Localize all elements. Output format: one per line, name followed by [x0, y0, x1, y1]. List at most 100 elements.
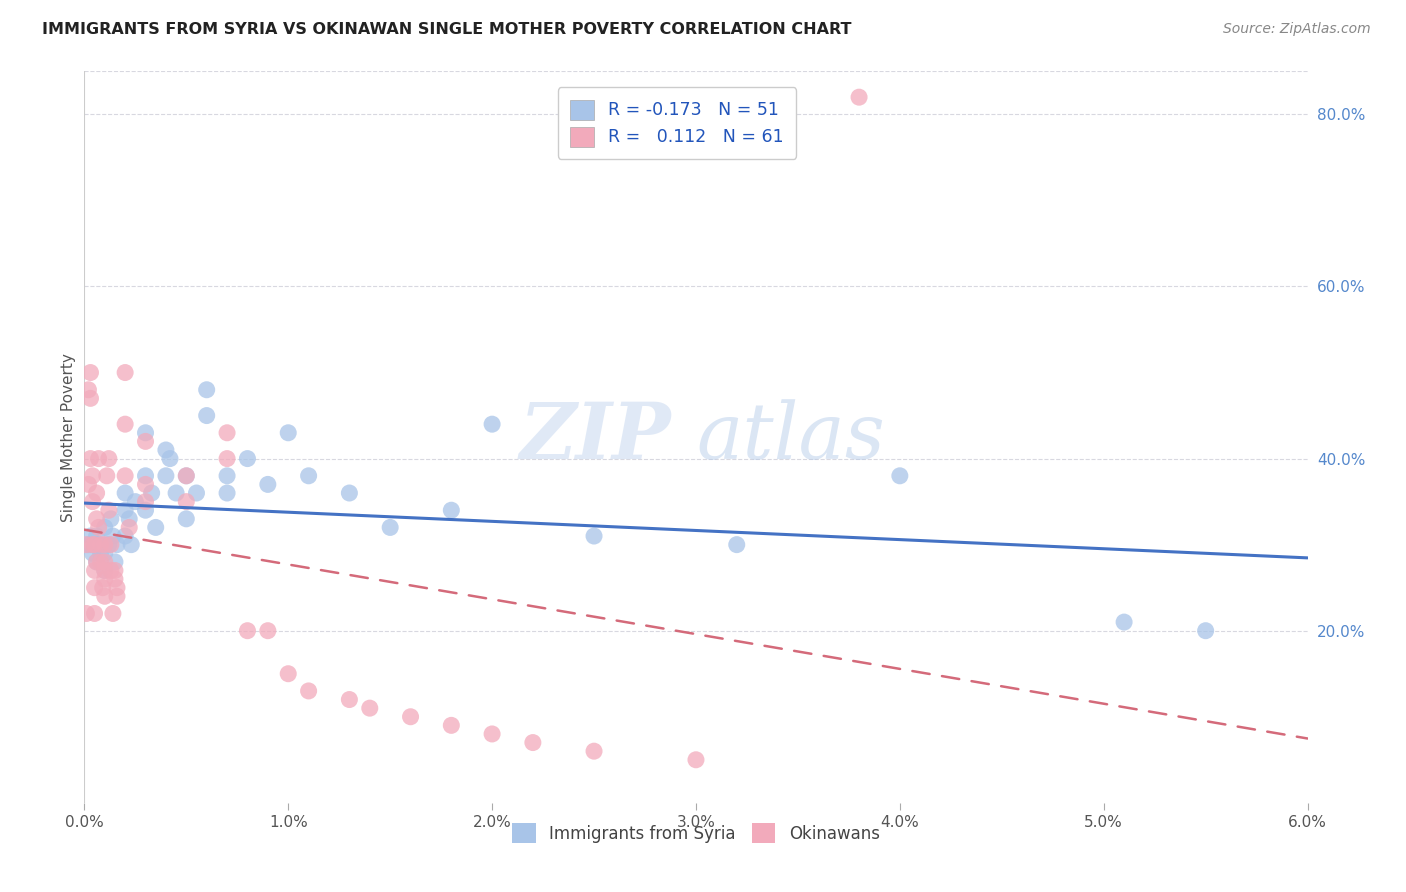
Point	[685, 753, 707, 767]
Point	[82, 494, 104, 508]
Text: ZIP: ZIP	[520, 399, 672, 475]
Point	[77, 538, 100, 552]
Point	[105, 581, 128, 595]
Point	[83, 538, 105, 552]
Point	[75, 538, 97, 552]
Point	[79, 366, 101, 380]
Point	[83, 581, 105, 595]
Point	[236, 624, 259, 638]
Point	[481, 417, 503, 432]
Point	[889, 468, 911, 483]
Point	[195, 409, 218, 423]
Point	[339, 486, 361, 500]
Point	[1114, 615, 1136, 629]
Point	[93, 520, 117, 534]
Point	[86, 512, 108, 526]
Point	[91, 581, 114, 595]
Point	[104, 564, 127, 578]
Point	[257, 477, 280, 491]
Point	[87, 520, 110, 534]
Point	[583, 744, 606, 758]
Point	[359, 701, 381, 715]
Point	[86, 555, 108, 569]
Point	[583, 529, 606, 543]
Point	[217, 468, 239, 483]
Point	[135, 434, 157, 449]
Point	[1195, 624, 1218, 638]
Point	[277, 666, 299, 681]
Y-axis label: Single Mother Poverty: Single Mother Poverty	[60, 352, 76, 522]
Point	[481, 727, 503, 741]
Point	[114, 503, 136, 517]
Point	[186, 486, 208, 500]
Point	[97, 503, 120, 517]
Point	[725, 538, 748, 552]
Point	[165, 486, 187, 500]
Point	[86, 555, 108, 569]
Point	[77, 383, 100, 397]
Point	[79, 392, 101, 406]
Point	[87, 538, 110, 552]
Point	[339, 692, 361, 706]
Point	[298, 468, 321, 483]
Point	[79, 529, 101, 543]
Point	[298, 684, 321, 698]
Legend: Immigrants from Syria, Okinawans: Immigrants from Syria, Okinawans	[506, 817, 886, 849]
Point	[82, 538, 104, 552]
Point	[114, 366, 136, 380]
Point	[114, 529, 136, 543]
Point	[114, 486, 136, 500]
Point	[93, 564, 117, 578]
Point	[93, 546, 117, 560]
Point	[77, 477, 100, 491]
Point	[93, 564, 117, 578]
Point	[79, 451, 101, 466]
Point	[176, 512, 198, 526]
Point	[83, 607, 105, 621]
Point	[104, 555, 127, 569]
Point	[114, 417, 136, 432]
Point	[522, 735, 544, 749]
Point	[96, 468, 118, 483]
Point	[100, 564, 122, 578]
Point	[82, 546, 104, 560]
Point	[135, 477, 157, 491]
Point	[141, 486, 163, 500]
Point	[86, 529, 108, 543]
Point	[135, 494, 157, 508]
Point	[195, 383, 218, 397]
Point	[104, 572, 127, 586]
Point	[86, 486, 108, 500]
Point	[155, 468, 177, 483]
Point	[848, 90, 870, 104]
Point	[75, 607, 97, 621]
Point	[93, 589, 117, 603]
Point	[155, 442, 177, 457]
Point	[176, 494, 198, 508]
Point	[97, 451, 120, 466]
Point	[399, 710, 422, 724]
Text: Source: ZipAtlas.com: Source: ZipAtlas.com	[1223, 22, 1371, 37]
Point	[82, 468, 104, 483]
Point	[159, 451, 181, 466]
Point	[93, 555, 117, 569]
Point	[120, 538, 142, 552]
Point	[105, 589, 128, 603]
Point	[83, 564, 105, 578]
Point	[217, 425, 239, 440]
Point	[97, 538, 120, 552]
Point	[118, 520, 141, 534]
Point	[217, 451, 239, 466]
Point	[90, 538, 112, 552]
Point	[100, 512, 122, 526]
Text: IMMIGRANTS FROM SYRIA VS OKINAWAN SINGLE MOTHER POVERTY CORRELATION CHART: IMMIGRANTS FROM SYRIA VS OKINAWAN SINGLE…	[42, 22, 852, 37]
Point	[217, 486, 239, 500]
Point	[135, 425, 157, 440]
Text: atlas: atlas	[696, 399, 884, 475]
Point	[257, 624, 280, 638]
Point	[380, 520, 402, 534]
Point	[236, 451, 259, 466]
Point	[93, 572, 117, 586]
Point	[90, 555, 112, 569]
Point	[124, 494, 146, 508]
